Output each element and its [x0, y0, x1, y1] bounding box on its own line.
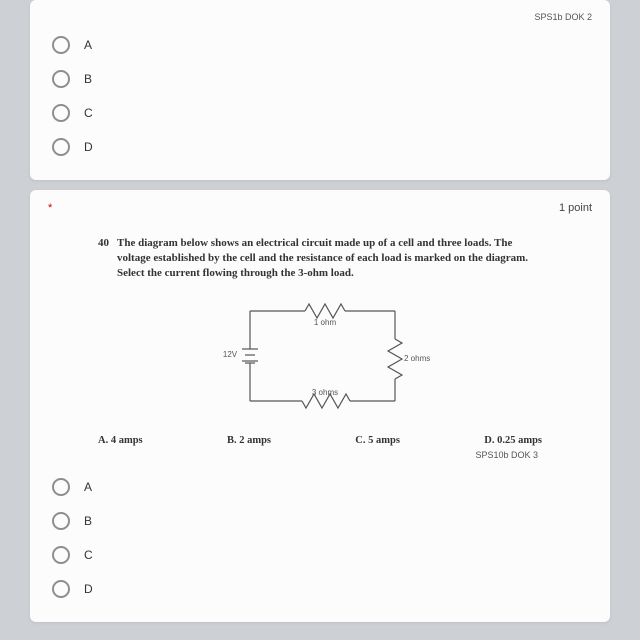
radio-option-A[interactable]: A: [52, 36, 588, 54]
radio-circle-icon: [52, 478, 70, 496]
label-r-top: 1 ohm: [314, 318, 337, 327]
label-r-bottom: 3 ohms: [312, 388, 338, 397]
question-header: * 1 point: [48, 202, 592, 236]
radio-label: C: [84, 548, 93, 562]
radio-label: C: [84, 106, 93, 120]
radio-circle-icon: [52, 512, 70, 530]
question-prompt: The diagram below shows an electrical ci…: [117, 236, 542, 281]
answer-A: A. 4 amps: [98, 435, 143, 446]
radio-label: D: [84, 140, 93, 154]
question-body: 40 The diagram below shows an electrical…: [48, 236, 592, 460]
radio-list-prev: A B C D: [48, 28, 592, 162]
radio-circle-icon: [52, 138, 70, 156]
radio-circle-icon: [52, 36, 70, 54]
answer-B: B. 2 amps: [227, 435, 271, 446]
question-text: 40 The diagram below shows an electrical…: [98, 236, 542, 281]
label-r-right: 2 ohms: [404, 354, 430, 363]
radio-option-B[interactable]: B: [52, 70, 588, 88]
radio-circle-icon: [52, 104, 70, 122]
circuit-diagram: 1 ohm 2 ohms 3 ohms 12V: [200, 291, 440, 421]
standard-tag-prev: SPS1b DOK 2: [48, 12, 592, 28]
question-number: 40: [98, 236, 109, 281]
radio-option-D[interactable]: D: [52, 138, 588, 156]
radio-list-40: A B C D: [48, 470, 592, 604]
label-voltage: 12V: [223, 350, 238, 359]
radio-label: D: [84, 582, 93, 596]
radio-circle-icon: [52, 70, 70, 88]
radio-option-B[interactable]: B: [52, 512, 588, 530]
radio-label: A: [84, 38, 92, 52]
answer-C: C. 5 amps: [355, 435, 400, 446]
points-label: 1 point: [559, 202, 592, 214]
question-card-prev: SPS1b DOK 2 A B C D: [30, 0, 610, 180]
radio-option-C[interactable]: C: [52, 546, 588, 564]
answer-row: A. 4 amps B. 2 amps C. 5 amps D. 0.25 am…: [98, 435, 542, 446]
standard-tag-40: SPS10b DOK 3: [98, 450, 542, 460]
answer-D: D. 0.25 amps: [484, 435, 542, 446]
page-container: SPS1b DOK 2 A B C D * 1 point: [30, 0, 610, 640]
radio-option-C[interactable]: C: [52, 104, 588, 122]
radio-option-A[interactable]: A: [52, 478, 588, 496]
radio-option-D[interactable]: D: [52, 580, 588, 598]
radio-label: A: [84, 480, 92, 494]
question-card-40: * 1 point 40 The diagram below shows an …: [30, 190, 610, 622]
radio-label: B: [84, 72, 92, 86]
required-mark: *: [48, 202, 52, 214]
radio-circle-icon: [52, 546, 70, 564]
radio-circle-icon: [52, 580, 70, 598]
radio-label: B: [84, 514, 92, 528]
